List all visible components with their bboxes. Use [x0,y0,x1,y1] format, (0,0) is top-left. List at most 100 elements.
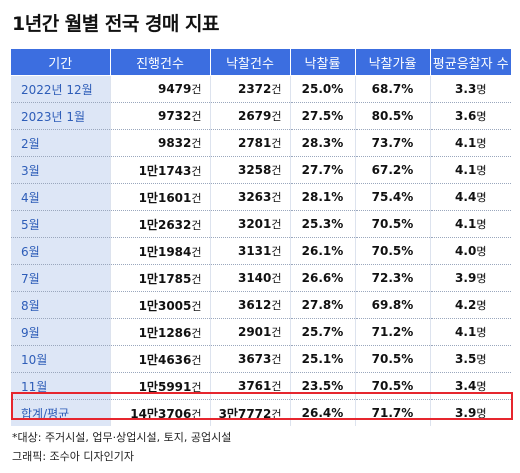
progress-cell: 1만1785건 [110,264,211,292]
price-rate-value: 67.2% [371,163,414,177]
period-label: 8월 [21,298,40,313]
bidders-cell: 3.6명 [430,102,511,130]
column-header-sold: 낙찰건수 [210,49,291,76]
rate-cell: 27.7% [290,156,356,184]
bidders-cell: 3.5명 [430,345,511,373]
rate-value: 27.8% [301,298,344,312]
sold-value: 2781 [237,136,272,150]
period-cell: 8월 [11,291,111,319]
period-label: 10월 [21,352,48,367]
table-row: 2022년 12월 9479건 2372건 25.0% 68.7% 3.3명 [11,75,511,103]
progress-cell: 1만5991건 [110,372,211,400]
rate-cell: 26.6% [290,264,356,292]
period-label: 3월 [21,163,40,178]
bidders-value: 4.1 [455,217,477,231]
rate-value: 28.3% [301,136,344,150]
period-cell: 2022년 12월 [11,75,111,103]
price-rate-cell: 70.5% [355,237,431,265]
rate-cell: 25.7% [290,318,356,346]
bidders-cell: 4.1명 [430,156,511,184]
period-cell: 7월 [11,264,111,292]
sold-value: 3258 [237,163,272,177]
bidders-cell: 3.3명 [430,75,511,103]
count-unit: 건 [191,245,202,259]
table-row: 7월 1만1785건 3140건 26.6% 72.3% 3.9명 [11,264,511,292]
table-row: 3월 1만1743건 3258건 27.7% 67.2% 4.1명 [11,156,511,184]
price-rate-cell: 70.5% [355,210,431,238]
count-unit: 건 [191,326,202,340]
price-rate-value: 73.7% [371,136,414,150]
column-header-period: 기간 [11,49,111,76]
sold-value: 3263 [237,190,272,204]
bidders-cell: 3.9명 [430,400,511,427]
rate-value: 26.6% [301,271,344,285]
price-rate-value: 69.8% [371,298,414,312]
people-unit: 명 [476,164,487,177]
people-unit: 명 [476,380,487,393]
people-unit: 명 [476,407,487,420]
period-label: 2022년 12월 [21,82,93,97]
count-unit: 건 [271,191,282,204]
count-unit: 건 [271,407,282,421]
total-row: 합계/평균 14만3706건 3만7772건 26.4% 71.7% 3.9명 [11,399,511,427]
people-unit: 명 [476,245,487,258]
sold-value: 3140 [237,271,272,285]
count-unit: 건 [271,137,282,150]
table-row: 10월 1만4636건 3673건 25.1% 70.5% 3.5명 [11,345,511,373]
column-header-progress: 진행건수 [110,49,211,76]
count-unit: 건 [191,110,202,123]
progress-cell: 1만3005건 [110,291,211,319]
rate-cell: 27.8% [290,291,356,319]
count-unit: 건 [271,110,282,123]
count-unit: 건 [191,137,202,150]
count-unit: 건 [191,272,202,286]
auction-table-container: 기간 진행건수 낙찰건수 낙찰률 낙찰가율 평균응찰자 수 2022년 12월 9… [11,49,513,427]
progress-value: 14만3706 [130,406,192,421]
bidders-cell: 4.0명 [430,237,511,265]
count-unit: 건 [191,164,202,178]
count-unit: 건 [271,164,282,177]
bidders-value: 4.1 [455,136,477,150]
bidders-cell: 4.1명 [430,129,511,157]
bidders-value: 3.9 [455,271,477,285]
rate-value: 25.3% [301,217,344,231]
period-label: 11월 [21,379,48,394]
count-unit: 건 [271,272,282,285]
period-label: 4월 [21,190,40,205]
sold-cell: 3761건 [210,372,291,400]
rate-cell: 26.4% [290,399,356,426]
count-unit: 건 [191,83,202,96]
price-rate-value: 70.5% [371,379,414,393]
progress-value: 1만3005 [138,298,192,313]
table-row: 5월 1만2632건 3201건 25.3% 70.5% 4.1명 [11,210,511,238]
bidders-cell: 4.1명 [430,318,511,346]
price-rate-value: 70.5% [371,352,414,366]
bidders-cell: 4.2명 [430,291,511,319]
people-unit: 명 [476,353,487,366]
sold-cell: 3612건 [210,291,291,319]
sold-value: 2901 [237,325,272,339]
people-unit: 명 [476,272,487,285]
price-rate-cell: 80.5% [355,102,431,130]
bidders-value: 3.4 [455,379,477,393]
table-row: 11월 1만5991건 3761건 23.5% 70.5% 3.4명 [11,372,511,400]
period-label: 6월 [21,244,40,259]
progress-value: 9479 [157,82,192,96]
progress-cell: 1만1743건 [110,156,211,184]
bidders-cell: 4.1명 [430,210,511,238]
rate-cell: 25.0% [290,75,356,103]
rate-value: 26.1% [301,244,344,258]
bidders-value: 3.5 [455,352,477,366]
sold-cell: 3만7772건 [210,399,291,426]
progress-value: 1만1601 [138,190,192,205]
progress-value: 1만1286 [138,325,192,340]
people-unit: 명 [476,218,487,231]
price-rate-value: 75.4% [371,190,414,204]
count-unit: 건 [271,218,282,231]
bidders-value: 3.3 [455,82,477,96]
rate-cell: 25.1% [290,345,356,373]
progress-value: 9732 [157,109,192,123]
bidders-cell: 3.4명 [430,372,511,400]
bidders-value: 4.4 [455,190,477,204]
progress-cell: 1만2632건 [110,210,211,238]
